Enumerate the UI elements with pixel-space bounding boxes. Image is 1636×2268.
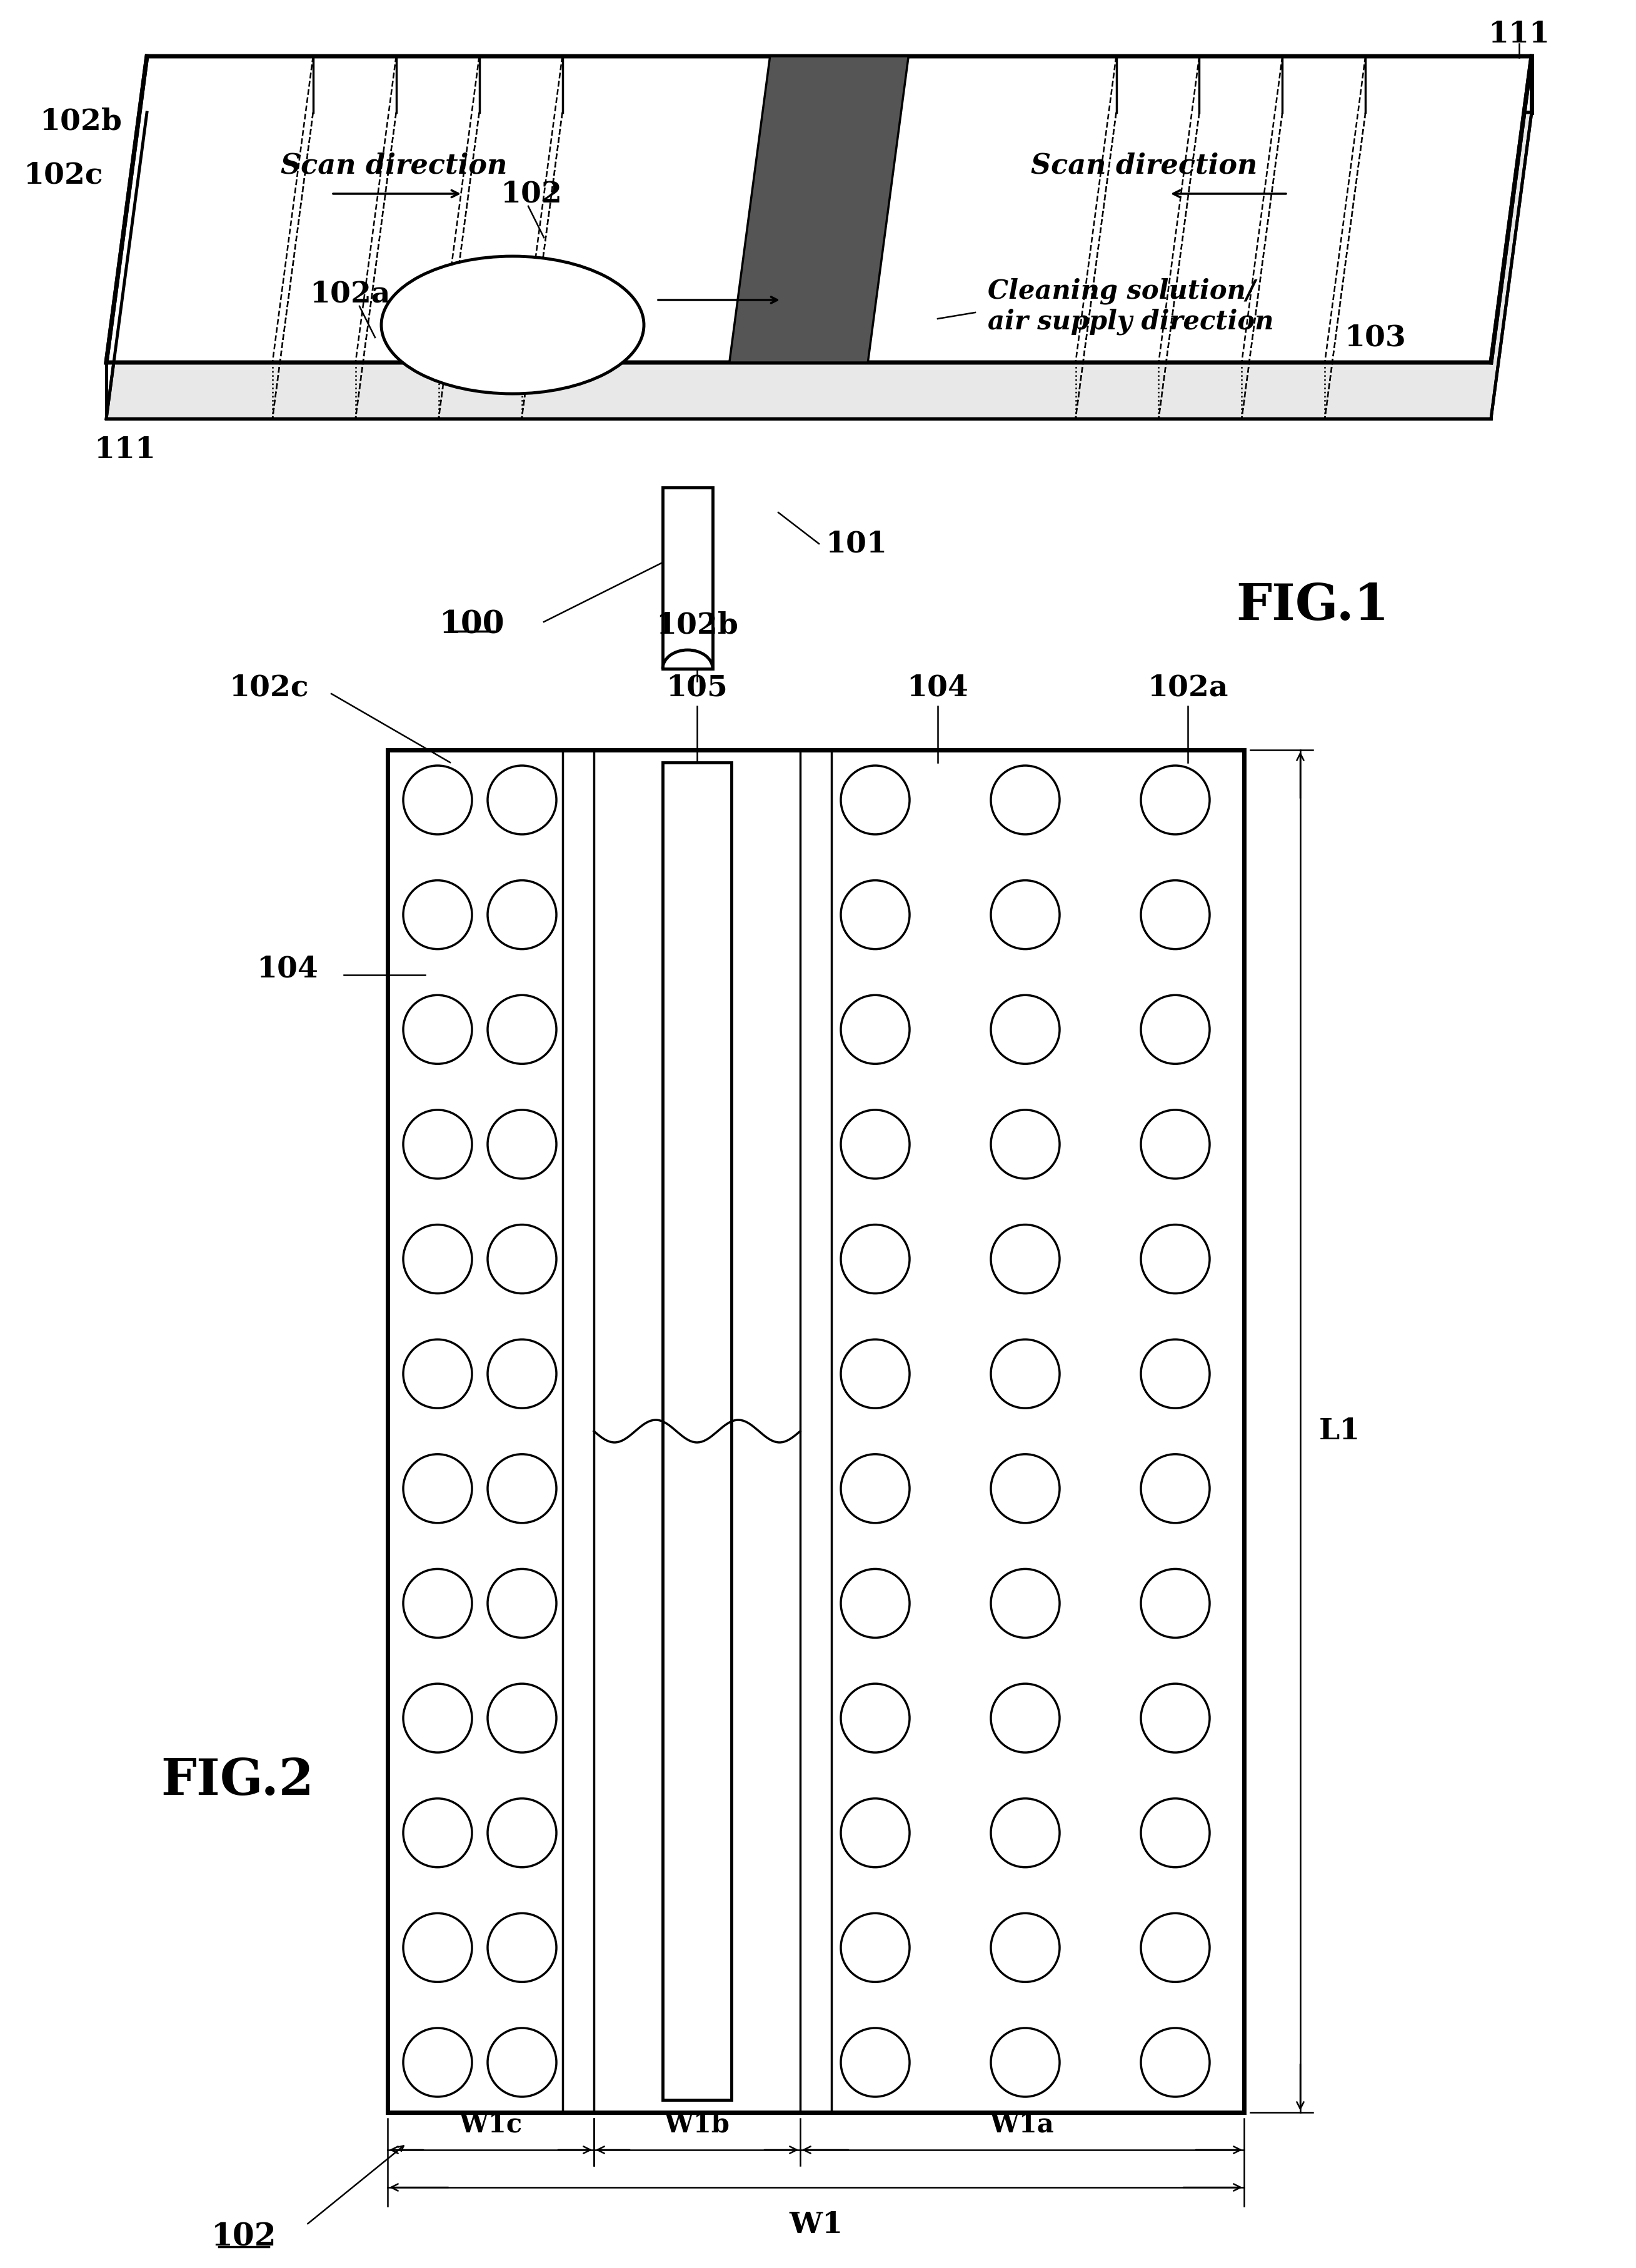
Circle shape	[402, 1225, 471, 1293]
Text: 102: 102	[501, 179, 561, 209]
Text: 100: 100	[440, 610, 504, 640]
Circle shape	[841, 1914, 910, 1982]
Circle shape	[991, 1914, 1060, 1982]
Circle shape	[402, 1340, 471, 1408]
Text: 102a: 102a	[309, 279, 391, 308]
Bar	[388, 751, 1243, 2112]
Circle shape	[402, 1454, 471, 1522]
Text: 101: 101	[825, 528, 887, 558]
Circle shape	[1140, 1569, 1209, 1637]
Text: W1b: W1b	[664, 2112, 730, 2139]
Circle shape	[841, 767, 910, 835]
Polygon shape	[730, 57, 908, 363]
Circle shape	[991, 1454, 1060, 1522]
Text: 105: 105	[666, 674, 728, 701]
Polygon shape	[106, 363, 1490, 420]
Text: W1a: W1a	[990, 2112, 1054, 2139]
Circle shape	[991, 1683, 1060, 1753]
Circle shape	[488, 880, 556, 948]
Circle shape	[991, 1225, 1060, 1293]
Circle shape	[1140, 1799, 1209, 1867]
Text: 111: 111	[95, 435, 155, 465]
Circle shape	[1140, 1454, 1209, 1522]
Circle shape	[841, 1683, 910, 1753]
Circle shape	[841, 880, 910, 948]
Circle shape	[488, 996, 556, 1064]
Circle shape	[1140, 767, 1209, 835]
Circle shape	[991, 1340, 1060, 1408]
Circle shape	[488, 2028, 556, 2096]
Circle shape	[402, 1569, 471, 1637]
Circle shape	[991, 1799, 1060, 1867]
Circle shape	[1140, 1225, 1209, 1293]
Circle shape	[488, 1683, 556, 1753]
Text: Scan direction: Scan direction	[280, 152, 507, 179]
Circle shape	[1140, 996, 1209, 1064]
Circle shape	[841, 1225, 910, 1293]
Circle shape	[402, 880, 471, 948]
Circle shape	[402, 1799, 471, 1867]
Circle shape	[488, 767, 556, 835]
Polygon shape	[106, 57, 1531, 363]
Text: W1c: W1c	[460, 2112, 522, 2139]
Circle shape	[402, 767, 471, 835]
Circle shape	[841, 1340, 910, 1408]
Text: 111: 111	[1489, 20, 1549, 48]
Text: FIG.1: FIG.1	[1237, 583, 1389, 631]
Circle shape	[991, 880, 1060, 948]
Circle shape	[841, 996, 910, 1064]
Text: 102: 102	[211, 2223, 276, 2252]
Circle shape	[1140, 880, 1209, 948]
Circle shape	[1140, 1914, 1209, 1982]
Circle shape	[991, 2028, 1060, 2096]
Circle shape	[488, 1799, 556, 1867]
Bar	[663, 762, 731, 2100]
Ellipse shape	[381, 256, 645, 395]
Circle shape	[488, 1109, 556, 1179]
Circle shape	[1140, 1340, 1209, 1408]
Circle shape	[1140, 2028, 1209, 2096]
Circle shape	[488, 1569, 556, 1637]
Circle shape	[488, 1225, 556, 1293]
Bar	[663, 488, 713, 669]
Text: 102c: 102c	[229, 674, 309, 701]
Text: 102b: 102b	[39, 107, 123, 136]
Polygon shape	[106, 113, 1531, 420]
Text: W1: W1	[789, 2211, 843, 2239]
Circle shape	[1140, 1109, 1209, 1179]
Text: 104: 104	[257, 955, 319, 982]
Circle shape	[841, 1569, 910, 1637]
Circle shape	[841, 1109, 910, 1179]
Text: FIG.2: FIG.2	[160, 1758, 314, 1805]
Circle shape	[991, 1109, 1060, 1179]
Circle shape	[991, 767, 1060, 835]
Text: L1: L1	[1319, 1418, 1361, 1445]
Circle shape	[402, 1109, 471, 1179]
Circle shape	[991, 1569, 1060, 1637]
Circle shape	[841, 1454, 910, 1522]
Text: Scan direction: Scan direction	[1031, 152, 1258, 179]
Circle shape	[488, 1454, 556, 1522]
Circle shape	[402, 2028, 471, 2096]
Circle shape	[402, 1683, 471, 1753]
Circle shape	[841, 2028, 910, 2096]
Circle shape	[1140, 1683, 1209, 1753]
Polygon shape	[147, 57, 1531, 113]
Text: 102a: 102a	[1147, 674, 1229, 701]
Text: 104: 104	[906, 674, 969, 701]
Circle shape	[841, 1799, 910, 1867]
Text: 102b: 102b	[656, 610, 738, 640]
Circle shape	[488, 1340, 556, 1408]
Circle shape	[402, 996, 471, 1064]
Circle shape	[488, 1914, 556, 1982]
Text: Cleaning solution/
air supply direction: Cleaning solution/ air supply direction	[988, 277, 1274, 336]
Circle shape	[991, 996, 1060, 1064]
Circle shape	[402, 1914, 471, 1982]
Text: 102c: 102c	[23, 161, 103, 188]
Text: 103: 103	[1345, 322, 1405, 352]
